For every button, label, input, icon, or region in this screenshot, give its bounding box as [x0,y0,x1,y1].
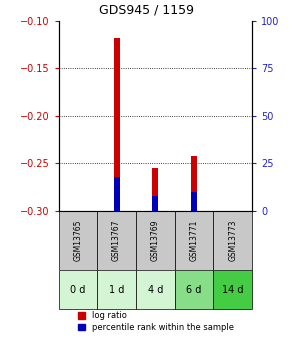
Text: 6 d: 6 d [186,285,202,295]
Text: GSM13767: GSM13767 [112,220,121,261]
Text: 4 d: 4 d [148,285,163,295]
Bar [114,177,120,211]
Bar [152,168,158,211]
Text: 14 d: 14 d [222,285,243,295]
Bar [213,270,252,309]
Text: GSM13769: GSM13769 [151,220,160,261]
Bar [136,211,175,270]
Text: GDS945 / 1159: GDS945 / 1159 [99,3,194,17]
Bar [97,270,136,309]
Bar [136,270,175,309]
Text: GSM13771: GSM13771 [190,220,198,261]
Text: 0 d: 0 d [70,285,86,295]
Bar [152,196,158,211]
Bar [97,211,136,270]
Bar [175,211,213,270]
Bar [59,270,97,309]
Bar [114,38,120,211]
Legend: log ratio, percentile rank within the sample: log ratio, percentile rank within the sa… [78,312,234,332]
Text: GSM13773: GSM13773 [228,220,237,261]
Text: 1 d: 1 d [109,285,124,295]
Text: GSM13765: GSM13765 [74,220,82,261]
Bar [59,211,97,270]
Bar [213,211,252,270]
Bar [191,156,197,211]
Bar [191,192,197,211]
Bar [175,270,213,309]
